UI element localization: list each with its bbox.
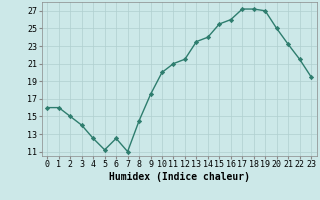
X-axis label: Humidex (Indice chaleur): Humidex (Indice chaleur) <box>109 172 250 182</box>
